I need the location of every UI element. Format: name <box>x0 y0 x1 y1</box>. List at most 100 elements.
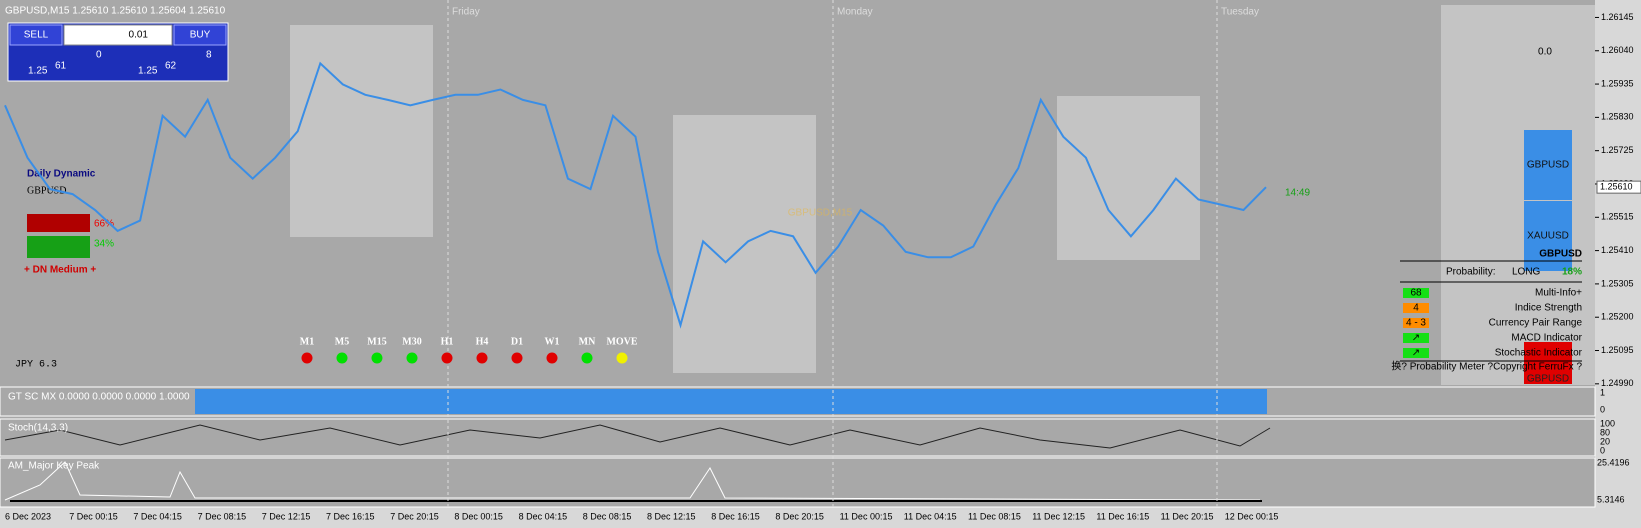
am-tick: 5.3146 <box>1597 494 1625 504</box>
price-tick-label: 1.25305 <box>1601 278 1634 288</box>
time-label: 8 Dec 08:15 <box>583 511 632 521</box>
timeframe-dot <box>476 352 488 364</box>
timeframe-label: H4 <box>476 336 489 347</box>
timeframe-dot <box>511 352 523 364</box>
symbol-button[interactable] <box>1524 201 1572 271</box>
time-label: 8 Dec 04:15 <box>519 511 568 521</box>
sell-button[interactable] <box>9 24 63 46</box>
row-badge <box>1403 318 1429 328</box>
price-tick-label: 1.25935 <box>1601 78 1634 88</box>
signal: + DN Medium + <box>24 265 96 276</box>
ask-big: 62 <box>165 61 177 72</box>
prob-value: 18% <box>1562 267 1582 278</box>
timeframe-label: D1 <box>511 336 523 347</box>
timeframe-dot <box>581 352 593 364</box>
stoch-tick: 20 <box>1600 436 1610 446</box>
timeframe-label: M15 <box>367 336 386 347</box>
stoch-tick: 100 <box>1600 418 1615 428</box>
red-button-label: GBPUSD <box>1527 374 1569 385</box>
stoch-tick: 80 <box>1600 427 1610 437</box>
price-tick-label: 1.25200 <box>1601 312 1634 322</box>
prob-label: Probability: <box>1446 267 1495 278</box>
buy-label: BUY <box>190 30 211 41</box>
price-axis <box>1595 0 1641 528</box>
timeframe-label: M5 <box>335 336 349 347</box>
bid-sup: 0 <box>96 50 102 61</box>
row-label: Stochastic Indicator <box>1495 348 1583 359</box>
down-strength <box>27 214 90 232</box>
time-label: 8 Dec 20:15 <box>775 511 824 521</box>
down-pct: 34% <box>94 239 114 250</box>
panel-title: Daily Dynamic <box>27 169 96 180</box>
gt-tick: 1 <box>1600 387 1605 397</box>
time-label: 7 Dec 04:15 <box>133 511 182 521</box>
symbol-line: GBPUSD,M15 1.25610 1.25610 1.25604 1.256… <box>5 6 226 17</box>
price-tick-label: 1.25725 <box>1601 145 1634 155</box>
timeframe-dot <box>546 352 558 364</box>
row-badge <box>1403 333 1429 343</box>
symbol-button[interactable] <box>1524 130 1572 200</box>
stoch-title: Stoch(14,3,3) <box>8 423 68 434</box>
timeframe-dot <box>371 352 383 364</box>
bid-prefix: 1.25 <box>28 66 48 77</box>
timeframe-dot <box>301 352 313 364</box>
sell-label: SELL <box>24 30 49 41</box>
time-label: 8 Dec 16:15 <box>711 511 760 521</box>
time-label: 11 Dec 12:15 <box>1032 511 1085 521</box>
row-label: Multi-Info+ <box>1535 288 1582 299</box>
row-label: Indice Strength <box>1515 303 1582 314</box>
session-box <box>290 25 433 237</box>
lot-value: 0.01 <box>129 30 149 41</box>
time-label: 11 Dec 04:15 <box>904 511 957 521</box>
price-tick-label: 1.26145 <box>1601 12 1634 22</box>
row-label: MACD Indicator <box>1511 333 1582 344</box>
price-tick-label: 1.25095 <box>1601 345 1634 355</box>
stoch-line <box>4 424 1271 449</box>
watermark: GBPUSD,M15 <box>788 208 853 219</box>
ask-sup: 8 <box>206 50 212 61</box>
time-label: 7 Dec 00:15 <box>69 511 118 521</box>
gt-bars <box>195 389 1267 414</box>
red-button[interactable] <box>1524 342 1572 384</box>
time-label: 7 Dec 12:15 <box>262 511 311 521</box>
jpy-info: JPY 6.3 <box>15 360 57 371</box>
ask-prefix: 1.25 <box>138 66 158 77</box>
time-label: 11 Dec 20:15 <box>1161 511 1214 521</box>
timeframe-dot <box>616 352 628 364</box>
symbol-button-label: GBPUSD <box>1527 160 1569 171</box>
row-badge <box>1403 348 1429 358</box>
price-line <box>4 61 1267 329</box>
current-price-label: 1.25610 <box>1600 182 1633 192</box>
row-badge <box>1403 303 1429 313</box>
price-tick-label: 1.25410 <box>1601 245 1634 255</box>
up-pct: 66% <box>94 219 114 230</box>
row-value: 68 <box>1410 288 1422 299</box>
bid-big: 61 <box>55 61 67 72</box>
stoch-panel <box>0 418 1596 457</box>
timeframe-label: W1 <box>545 336 560 347</box>
buy-button[interactable] <box>173 24 227 46</box>
time-label: 8 Dec 00:15 <box>454 511 503 521</box>
stoch-tick: 0 <box>1600 445 1605 455</box>
time-label: 8 Dec 12:15 <box>647 511 696 521</box>
price-tick-label: 1.26040 <box>1601 45 1634 55</box>
timeframe-label: H1 <box>441 336 454 347</box>
gt-title: GT SC MX 0.0000 0.0000 0.0000 1.0000 <box>8 392 190 403</box>
row-badge <box>1403 288 1429 298</box>
meter-footer: 换? Probability Meter ?Copyright FerruFx … <box>1391 360 1582 373</box>
lot-input[interactable] <box>63 24 173 46</box>
time-label: 11 Dec 00:15 <box>840 511 893 521</box>
row-value: 4 - 3 <box>1406 318 1426 329</box>
row-value: 4 <box>1413 303 1419 314</box>
symbol-button-label: XAUUSD <box>1527 231 1569 242</box>
price-tick-label: 1.25830 <box>1601 112 1634 122</box>
timeframe-label: MN <box>579 336 596 347</box>
am-line <box>4 461 1261 501</box>
price-tick-label: 1.25515 <box>1601 212 1634 222</box>
day-label: Monday <box>837 7 873 18</box>
row-value: ↗ <box>1412 348 1420 359</box>
time-label: 7 Dec 20:15 <box>390 511 439 521</box>
am-title: AM_Major Key Peak <box>8 461 100 472</box>
time-label: 6 Dec 2023 <box>5 511 51 521</box>
